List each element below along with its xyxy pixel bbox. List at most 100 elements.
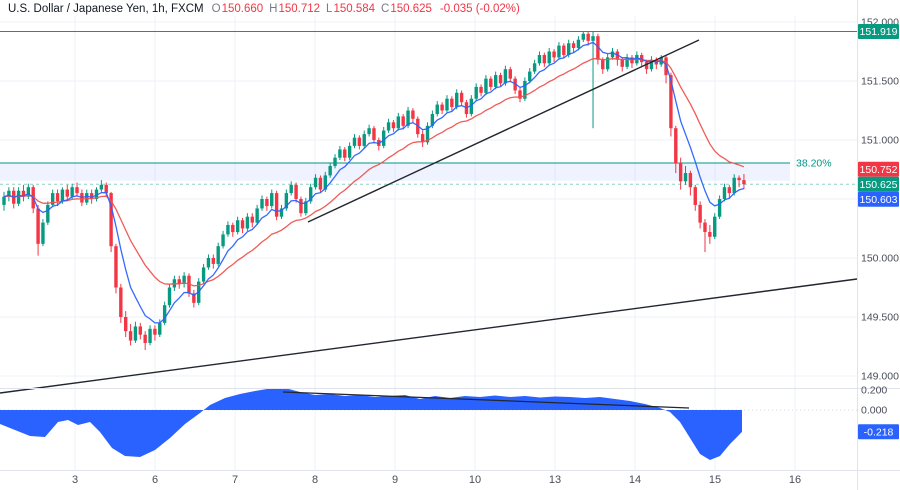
axis-label: 149.000 <box>861 371 899 383</box>
candle-body <box>128 331 133 341</box>
candle-body <box>372 128 376 140</box>
candle-body <box>547 51 551 64</box>
candle-body <box>474 86 478 99</box>
candle-body <box>65 189 69 197</box>
candle-body <box>226 224 230 235</box>
candle-body <box>328 165 332 176</box>
candle-body <box>713 216 717 237</box>
price-axis[interactable] <box>857 0 900 470</box>
candle-body <box>85 193 89 203</box>
price-badge <box>858 24 899 40</box>
candle-body <box>231 224 235 233</box>
price-badge <box>858 424 899 440</box>
axis-label: 151.000 <box>861 135 899 147</box>
candle-body <box>420 134 425 143</box>
axis-label: 149.500 <box>861 312 899 324</box>
candle-body <box>94 189 99 199</box>
candle-body <box>450 98 454 107</box>
candle-body <box>284 193 289 209</box>
candle-body <box>318 177 323 190</box>
candle-body <box>260 199 264 209</box>
ma-slow-line[interactable] <box>3 57 745 287</box>
candle-body <box>440 104 444 111</box>
candle-body <box>357 137 362 146</box>
candle-body <box>508 69 512 79</box>
ohlc-label: C <box>381 3 390 15</box>
time-axis-labels: 3 6 7 8 9 10 13 14 15 16 <box>72 474 801 486</box>
trendline-lower[interactable] <box>0 278 858 394</box>
candle-body <box>479 86 483 93</box>
candle-body <box>75 187 79 194</box>
candle-body <box>683 173 688 182</box>
candle-body <box>362 134 366 146</box>
candle-body <box>459 92 464 103</box>
candle-body <box>46 204 50 223</box>
candle-body <box>245 216 250 229</box>
price-badge-value: 150.752 <box>860 164 898 176</box>
candle-body <box>698 204 702 223</box>
price-badge <box>858 191 899 207</box>
axis-label: 16 <box>789 474 801 486</box>
candle-body <box>537 55 542 64</box>
ohlc-label: L <box>326 3 333 15</box>
candle-body <box>294 184 298 199</box>
axis-label: 15 <box>709 474 721 486</box>
time-axis[interactable] <box>0 470 900 490</box>
candle-body <box>313 177 318 188</box>
candle-body <box>182 275 186 284</box>
candle-body <box>411 110 415 119</box>
candle-body <box>304 201 308 214</box>
candle-body <box>503 69 508 84</box>
candle-body <box>406 110 410 126</box>
candle-body <box>737 177 741 181</box>
candle-body <box>299 199 303 214</box>
candle-body <box>148 328 152 343</box>
price-badge <box>858 176 899 192</box>
candle-body <box>601 59 605 70</box>
indicator-area[interactable] <box>0 388 742 460</box>
candle-body <box>221 234 225 247</box>
candle-body <box>586 33 590 41</box>
candle-body <box>498 75 503 84</box>
candle-body <box>347 145 352 158</box>
ohlc-value: 150.660 <box>221 3 264 15</box>
indicator-trendline[interactable] <box>282 391 690 409</box>
candle-body <box>693 187 697 205</box>
candle-body <box>250 216 254 223</box>
candle-body <box>192 293 196 303</box>
candle-body <box>708 232 712 237</box>
ohlc-label: O <box>211 3 221 15</box>
candle-body <box>445 98 449 111</box>
candle-body <box>308 187 313 202</box>
axis-label: 9 <box>392 474 398 486</box>
candle-body <box>644 62 649 70</box>
axis-label: 6 <box>152 474 158 486</box>
candle-body <box>216 246 220 264</box>
candle-body <box>7 190 11 197</box>
candle-body <box>270 193 274 207</box>
ma-fast-line[interactable] <box>3 41 745 324</box>
candle-body <box>133 326 138 341</box>
trendline-upper[interactable] <box>307 39 700 223</box>
candle-body <box>493 75 498 87</box>
candle-body <box>274 193 279 217</box>
candle-body <box>60 189 65 202</box>
candle-body <box>265 199 269 207</box>
candle-body <box>425 125 430 143</box>
symbol-title[interactable]: U.S. Dollar / Japanese Yen, 1h, FXCM <box>8 3 204 15</box>
candle-body <box>143 334 147 343</box>
fib-level-label: 38.20% <box>796 158 832 170</box>
candle-body <box>109 193 113 247</box>
candle-body <box>528 71 532 81</box>
candle-body <box>255 208 259 223</box>
candle-body <box>211 258 216 264</box>
candle-body <box>21 190 26 197</box>
candle-body <box>552 51 556 58</box>
candle-body <box>158 322 162 335</box>
axis-label: 10 <box>469 474 481 486</box>
candle-body <box>289 184 293 194</box>
candle-body <box>576 39 581 48</box>
axis-label: 151.500 <box>861 76 899 88</box>
ohlc-values: O150.660 H150.712 L150.584 C150.625 <box>212 3 432 15</box>
